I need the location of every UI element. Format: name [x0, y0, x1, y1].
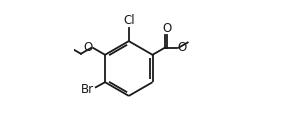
Text: O: O — [162, 22, 171, 35]
Text: Cl: Cl — [123, 14, 135, 27]
Text: Br: Br — [81, 83, 94, 95]
Text: O: O — [84, 41, 93, 54]
Text: O: O — [177, 41, 186, 54]
